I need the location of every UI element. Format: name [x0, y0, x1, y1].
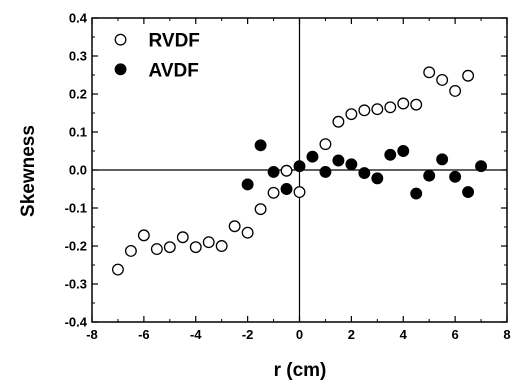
x-tick-label: 4 — [400, 327, 408, 342]
rvdf-point — [319, 138, 332, 151]
avdf-point — [306, 150, 319, 163]
y-tick-label: 0.1 — [69, 125, 87, 140]
y-tick-label: 0.2 — [69, 87, 87, 102]
avdf-point — [475, 160, 488, 173]
rvdf-point — [150, 243, 163, 255]
rvdf-point — [189, 241, 202, 254]
x-tick-label: 0 — [296, 327, 303, 342]
rvdf-point — [254, 203, 267, 216]
x-tick-label: 2 — [348, 327, 355, 342]
x-tick-label: -6 — [138, 327, 150, 342]
rvdf-point — [228, 220, 241, 233]
rvdf-point — [371, 103, 384, 116]
x-tick-label: 8 — [503, 327, 510, 342]
x-tick-label: -2 — [242, 327, 254, 342]
rvdf-point — [137, 229, 150, 242]
rvdf-point — [462, 69, 475, 82]
avdf-point — [280, 183, 293, 195]
avdf-point — [267, 165, 280, 178]
rvdf-point — [423, 66, 436, 79]
avdf-point — [423, 169, 436, 182]
x-axis-title: r (cm) — [274, 360, 327, 381]
y-tick-label: 0.4 — [69, 11, 88, 26]
rvdf-point — [293, 186, 306, 198]
rvdf-point — [436, 73, 449, 86]
avdf-point — [254, 139, 267, 152]
avdf-point — [397, 145, 410, 157]
avdf-point — [410, 187, 423, 200]
rvdf-point — [280, 164, 293, 177]
x-tick-label: -8 — [86, 327, 98, 342]
y-tick-label: -0.2 — [65, 239, 87, 254]
rvdf-point — [202, 236, 215, 249]
legend-label-rvdf: RVDF — [149, 31, 200, 52]
y-tick-label: 0.0 — [69, 163, 87, 178]
avdf-point — [319, 165, 332, 178]
rvdf-point — [345, 108, 358, 121]
avdf-point — [436, 153, 449, 166]
y-tick-label: -0.4 — [65, 315, 88, 330]
x-tick-label: -4 — [190, 327, 202, 342]
avdf-point — [384, 148, 397, 161]
rvdf-point — [358, 104, 371, 117]
rvdf-point — [163, 241, 176, 254]
rvdf-point — [124, 244, 137, 257]
x-tick-label: 6 — [452, 327, 459, 342]
rvdf-point — [267, 186, 280, 199]
avdf-point — [371, 172, 384, 185]
avdf-point — [358, 167, 371, 179]
rvdf-point — [215, 240, 228, 252]
legend-label-avdf: AVDF — [149, 60, 199, 81]
y-tick-label: -0.1 — [65, 201, 87, 216]
avdf-point — [332, 154, 345, 167]
y-axis-title: Skewness — [18, 125, 39, 217]
y-tick-label: 0.3 — [69, 49, 87, 64]
rvdf-point — [176, 231, 189, 244]
rvdf-point — [384, 101, 397, 114]
rvdf-point — [410, 98, 423, 111]
avdf-point — [345, 158, 358, 171]
legend-marker-avdf — [114, 63, 127, 76]
avdf-point — [462, 186, 475, 198]
rvdf-point — [332, 115, 345, 128]
rvdf-point — [241, 226, 254, 239]
y-tick-label: -0.3 — [65, 277, 87, 292]
rvdf-point — [111, 263, 124, 276]
rvdf-point — [449, 85, 462, 97]
avdf-point — [449, 170, 462, 183]
rvdf-point — [397, 97, 410, 110]
legend-marker-rvdf — [114, 33, 127, 46]
avdf-point — [241, 178, 254, 191]
avdf-point — [293, 160, 306, 173]
plot-area: -8 -6 -4 -2 0 2 4 6 8 -0.4 -0.3 -0.2 -0.1 0.0 0.1 0.2 0.… — [65, 11, 511, 343]
